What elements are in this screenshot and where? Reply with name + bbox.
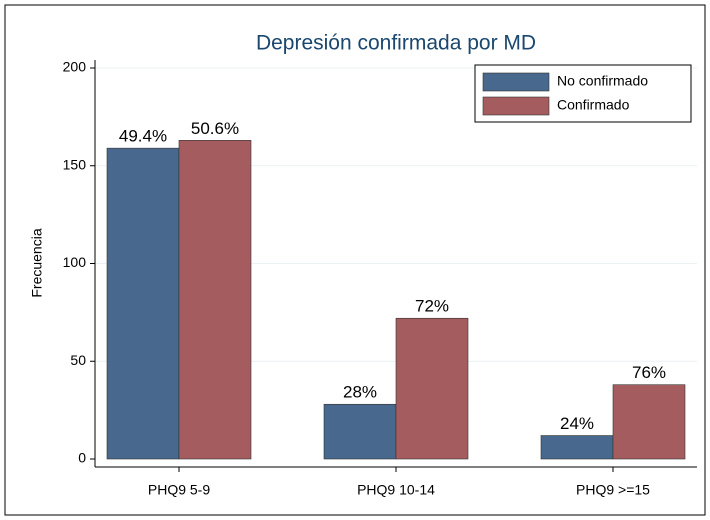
x-tick-label: PHQ9 10-14 [357,482,435,498]
bar [540,435,614,460]
x-tick-label: PHQ9 >=15 [576,482,650,498]
bar-label: 28% [343,383,377,402]
bar-label: 24% [560,414,594,433]
bar-label: 50.6% [191,119,239,138]
bar [106,147,180,460]
y-tick-label: 100 [63,254,87,270]
y-tick-label: 150 [63,156,87,172]
legend-swatch [482,72,550,92]
bar-label: 72% [415,297,449,316]
bar [178,140,252,460]
legend-swatch [482,96,550,116]
bar-label: 76% [632,363,666,382]
bar-label: 49.4% [119,127,167,146]
y-axis-label: Frecuencia [29,228,45,297]
bar [395,317,469,460]
legend-label: Confirmado [557,97,630,113]
y-tick-label: 200 [63,59,87,75]
bar [612,384,686,460]
y-tick-label: 50 [70,352,86,368]
x-tick-label: PHQ9 5-9 [148,482,210,498]
y-tick-label: 0 [78,450,86,466]
legend-label: No confirmado [557,73,648,89]
bar [323,403,397,460]
chart-title: Depresión confirmada por MD [256,32,536,55]
